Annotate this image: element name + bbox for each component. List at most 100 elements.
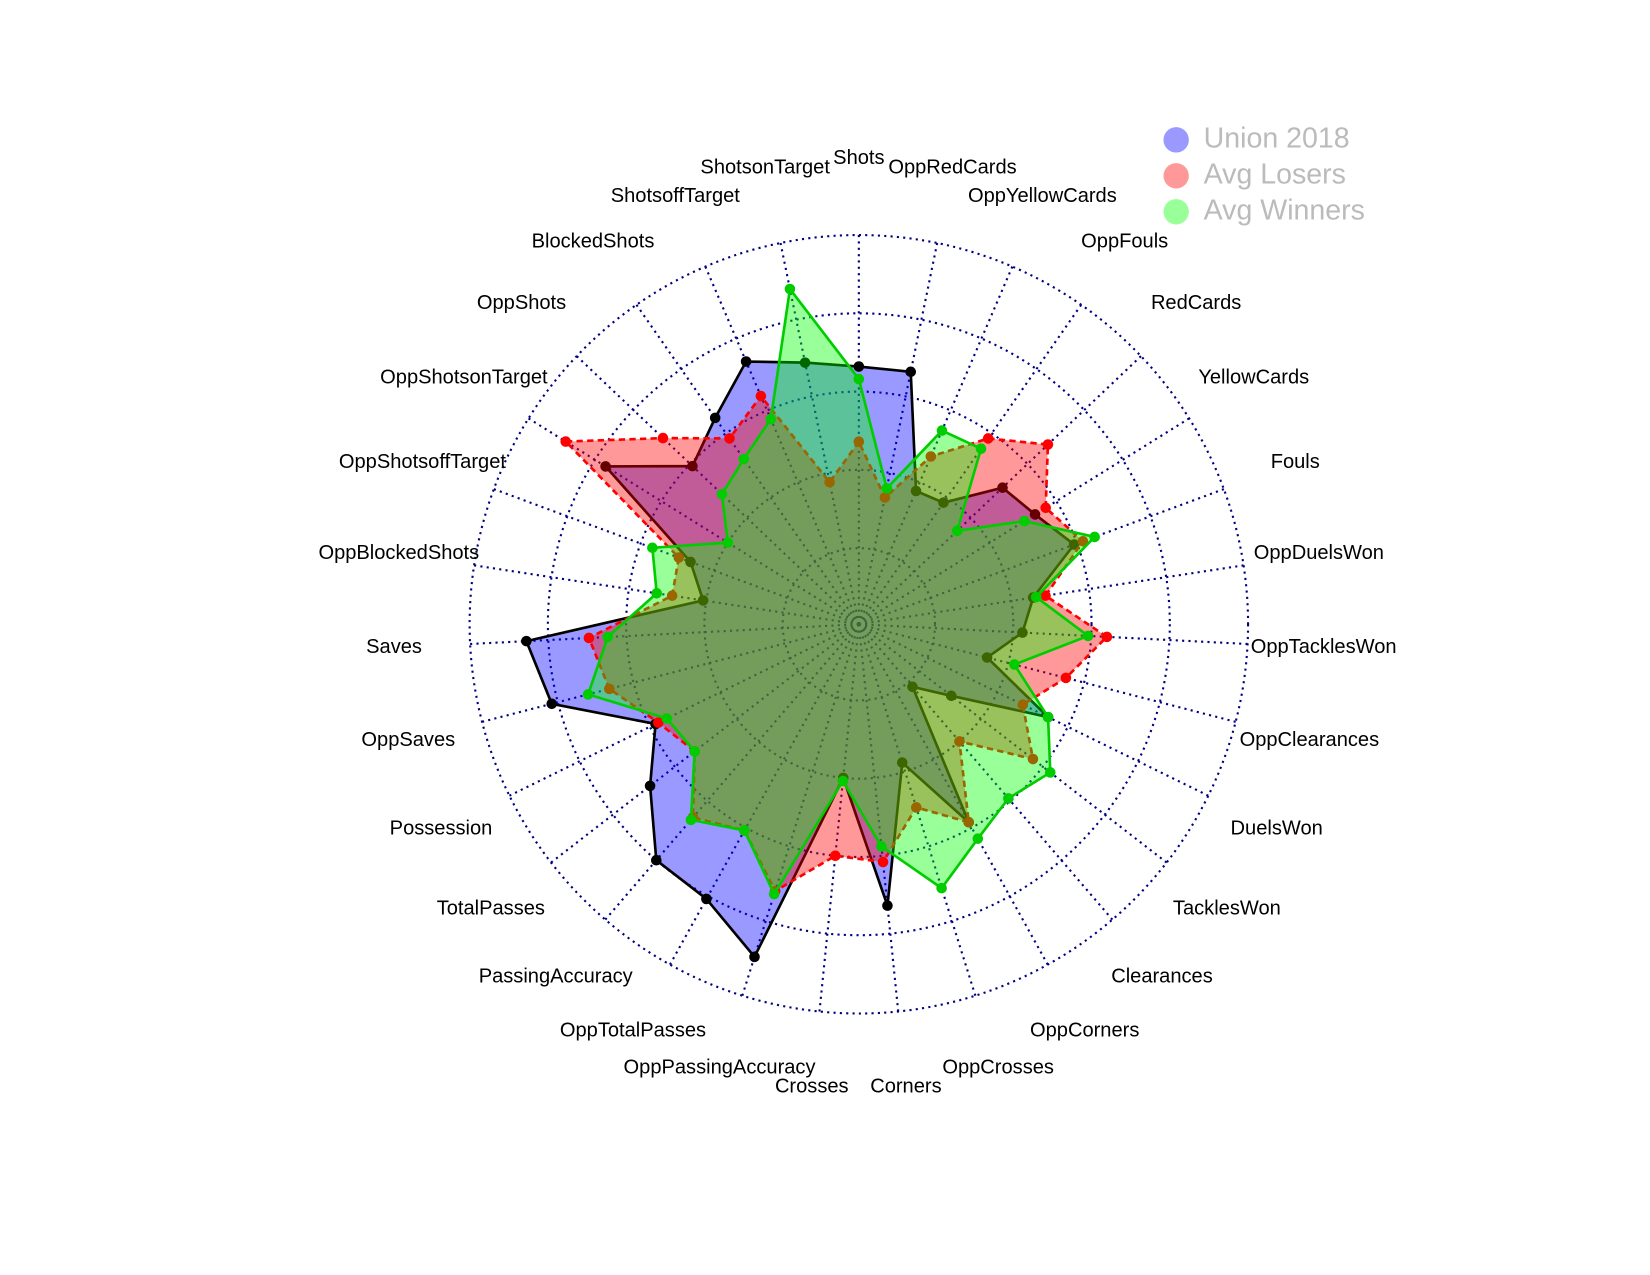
spoke [858, 623, 1248, 646]
data-point [830, 850, 841, 862]
data-point [600, 461, 611, 472]
data-point [1044, 767, 1056, 778]
data-point [765, 413, 777, 425]
grid-ring [703, 468, 1015, 780]
data-point [853, 373, 865, 385]
data-point [685, 814, 697, 826]
spoke [473, 564, 860, 626]
data-point [724, 433, 735, 444]
data-point [1042, 711, 1054, 723]
grid-ring [625, 390, 1093, 859]
data-point [982, 433, 994, 444]
data-point [853, 436, 865, 447]
data-point [896, 757, 908, 768]
spoke [527, 417, 860, 626]
data-point [945, 690, 957, 702]
data-point [911, 802, 922, 813]
data-point [972, 833, 984, 844]
series-area [524, 360, 1076, 960]
axis-label: OppCorners [1030, 1019, 1139, 1041]
legend-item: Avg Losers [1163, 158, 1346, 190]
data-point [799, 357, 811, 368]
data-point [1042, 439, 1054, 450]
data-point [697, 595, 709, 606]
spoke [470, 623, 859, 646]
spoke [779, 242, 860, 625]
data-point [936, 425, 948, 436]
data-point [685, 556, 696, 568]
spoke [858, 623, 1168, 864]
legend-swatch [1163, 199, 1189, 225]
data-point [716, 488, 728, 500]
spoke [857, 266, 1014, 625]
data-point [661, 713, 673, 724]
data-point [837, 775, 849, 787]
data-point [755, 390, 767, 402]
axis-label: OppCrosses [942, 1057, 1054, 1079]
legend-swatch [1163, 163, 1189, 189]
data-point [1009, 659, 1020, 670]
data-point [981, 652, 993, 663]
axis-label: TotalPasses [437, 897, 545, 919]
series-area [562, 393, 1109, 893]
data-point [1060, 672, 1072, 684]
legend-item: Union 2018 [1163, 122, 1350, 154]
data-point [560, 436, 572, 447]
legend-label: Avg Losers [1204, 158, 1346, 190]
data-point [963, 816, 975, 828]
spoke [704, 266, 860, 625]
data-point [824, 476, 835, 488]
axis-label: OppBlockedShots [318, 542, 479, 564]
data-point [687, 460, 698, 472]
axis-label: TacklesWon [1173, 897, 1281, 919]
axis-label: OppSaves [361, 729, 455, 751]
data-point [784, 283, 796, 295]
spoke [508, 623, 860, 797]
axis-label: OppRedCards [888, 157, 1016, 179]
axis-label: OppShots [477, 292, 566, 314]
axis-label: OppFouls [1081, 231, 1168, 253]
spoke [818, 624, 860, 1012]
spoke [858, 564, 1244, 626]
spoke [481, 623, 860, 723]
spoke [741, 623, 860, 996]
axis-label: YellowCards [1198, 366, 1309, 388]
data-point [739, 825, 750, 836]
spoke [858, 488, 1225, 626]
grid-ring [781, 547, 937, 702]
spoke [858, 355, 1142, 626]
data-point [975, 443, 987, 454]
spoke [858, 623, 1209, 797]
data-point [722, 537, 734, 548]
legend-swatch [1163, 127, 1189, 153]
data-point [1040, 502, 1051, 514]
data-point [853, 361, 865, 372]
data-point [1089, 531, 1100, 543]
spoke [857, 623, 1049, 966]
spoke [635, 304, 860, 625]
axis-label: OppClearances [1240, 729, 1380, 751]
data-point [1017, 627, 1028, 638]
data-point [740, 356, 752, 367]
data-point [657, 432, 669, 444]
axis-label: OppTacklesWon [1251, 636, 1397, 658]
data-point [997, 482, 1008, 493]
data-point [1029, 509, 1041, 520]
data-point [709, 412, 721, 424]
spoke [576, 355, 860, 626]
data-point [651, 588, 662, 599]
data-point [1101, 631, 1113, 643]
axis-label: Corners [870, 1076, 941, 1098]
data-point [1068, 539, 1080, 550]
data-point [602, 631, 613, 643]
axis-label: ShotsonTarget [700, 157, 830, 179]
spoke [857, 624, 900, 1012]
legend-label: Union 2018 [1204, 122, 1350, 154]
data-point [651, 854, 662, 866]
spoke [858, 623, 1114, 921]
spoke [669, 623, 860, 966]
data-point [1003, 793, 1014, 804]
axis-label: OppShotsonTarget [380, 366, 548, 388]
data-point [701, 893, 712, 905]
